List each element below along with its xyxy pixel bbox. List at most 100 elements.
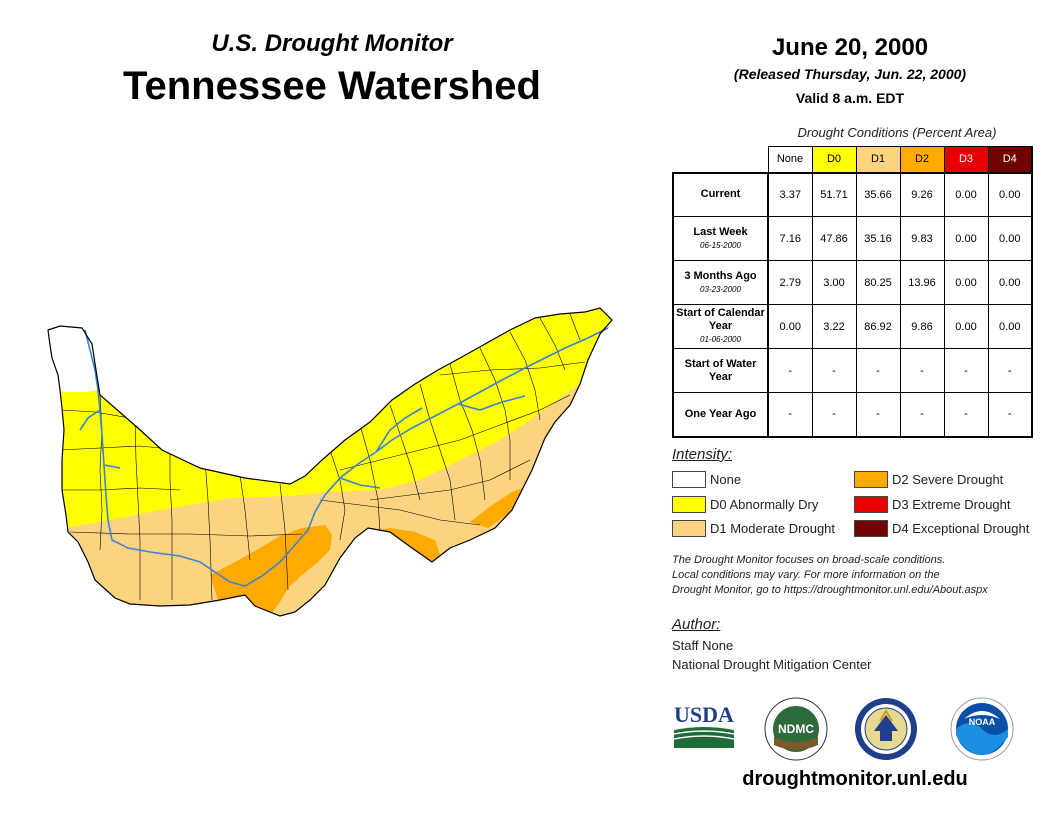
noaa-logo: NOAA [950,697,1014,761]
author-org: National Drought Mitigation Center [672,657,872,672]
table-cell: 3.37 [767,172,813,217]
legend-item-d3: D3 Extreme Drought [854,496,1044,514]
table-row: Start of Calendar Year 01-06-2000 0.00 3.22… [672,304,1033,349]
disclaimer-text: The Drought Monitor focuses on broad-sca… [672,553,1052,598]
row-date: 01-06-2000 [700,335,741,344]
legend-label: D0 Abnormally Dry [710,497,819,512]
legend-item-d0: D0 Abnormally Dry [672,496,842,514]
table-cell: - [811,348,857,393]
table-cell: 0.00 [987,260,1033,305]
table-caption: Drought Conditions (Percent Area) [797,125,997,140]
ndmc-logo: NDMC [764,697,828,761]
legend-label: D3 Extreme Drought [892,497,1011,512]
county-boundaries [59,313,586,601]
legend-swatch [854,520,888,537]
table-row: Last Week 06-15-2000 7.16 47.86 35.16 9.83 0.0… [672,216,1033,261]
row-label-text: Start of Calendar Year [676,307,765,332]
table-cell: - [811,392,857,438]
row-label: 3 Months Ago 03-23-2000 [672,260,769,305]
map-title: Tennessee Watershed [123,64,541,108]
table-cell: 3.22 [811,304,857,349]
table-cell: 9.83 [899,216,945,261]
legend-label: D1 Moderate Drought [710,521,836,536]
column-header: D2 [899,146,945,174]
table-cell: 47.86 [811,216,857,261]
disclaimer-line: The Drought Monitor focuses on broad-sca… [672,554,946,566]
table-cell: 0.00 [943,172,989,217]
table-cell: - [943,392,989,438]
row-label-text: Last Week [693,225,748,238]
table-row: Start of Water Year - - - - - - [672,348,1033,393]
table-cell: 0.00 [943,260,989,305]
table-cell: 0.00 [987,216,1033,261]
legend-swatch [854,471,888,488]
basin-outline [47,307,613,617]
table-cell: - [855,392,901,438]
legend-item-d4: D4 Exceptional Drought [854,520,1044,538]
row-label: Last Week 06-15-2000 [672,216,769,261]
table-cell: 35.66 [855,172,901,217]
commerce-logo [855,698,917,760]
usda-logo-text: USDA [674,702,734,727]
row-label-text: Start of Water Year [684,357,757,383]
table-cell: 80.25 [855,260,901,305]
watershed-map [47,307,613,617]
table-cell: 7.16 [767,216,813,261]
map-date: June 20, 2000 [771,34,929,61]
legend-swatch [672,471,706,488]
row-date: 06-15-2000 [700,240,741,250]
legend-swatch [854,496,888,513]
d2-region-east [470,486,528,528]
ndmc-logo-text: NDMC [778,722,814,736]
legend-label: D2 Severe Drought [892,472,1004,487]
legend-item-d2: D2 Severe Drought [854,471,1044,489]
legend-title: Intensity: [672,446,733,463]
row-label-text: One Year Ago [684,407,757,420]
table-row: One Year Ago - - - - - - [672,392,1033,438]
table-cell: 0.00 [767,304,813,349]
row-label-text: 3 Months Ago [684,269,757,282]
table-cell: - [899,392,945,438]
disclaimer-line: Drought Monitor, go to https://droughtmo… [672,584,988,596]
legend-item-d1: D1 Moderate Drought [672,520,842,538]
table-cell: 51.71 [811,172,857,217]
row-label: Start of Calendar Year 01-06-2000 [672,304,769,349]
column-header: D3 [943,146,989,174]
table-cell: 35.16 [855,216,901,261]
table-cell: 86.92 [855,304,901,349]
drought-stats-table: None D0 D1 D2 D3 D4 Current 3.37 51.71 35.6… [672,146,1033,438]
table-cell: 2.79 [767,260,813,305]
row-date: 03-23-2000 [700,284,741,294]
table-cell: 13.96 [899,260,945,305]
legend-item-none: None [672,471,842,489]
table-cell: - [767,348,813,393]
footer-url[interactable]: droughtmonitor.unl.edu [742,768,968,790]
table-cell: - [943,348,989,393]
table-cell: - [987,392,1033,438]
table-header-row: None D0 D1 D2 D3 D4 [673,146,1033,174]
disclaimer-line: Local conditions may vary. For more info… [672,569,940,581]
noaa-logo-text: NOAA [969,717,996,727]
table-cell: 9.86 [899,304,945,349]
table-cell: - [767,392,813,438]
valid-time: Valid 8 a.m. EDT [795,90,905,106]
row-label: One Year Ago [672,392,769,438]
table-cell: - [899,348,945,393]
table-cell: - [987,348,1033,393]
table-cell: 3.00 [811,260,857,305]
map-subtitle: U.S. Drought Monitor [211,30,453,57]
table-cell: 9.26 [899,172,945,217]
usda-logo: USDA [673,702,735,748]
table-cell: 0.00 [987,172,1033,217]
table-cell: 0.00 [943,216,989,261]
river-network [79,327,609,587]
table-cell: 0.00 [987,304,1033,349]
column-header: D1 [855,146,901,174]
author-title: Author: [672,616,721,633]
row-label: Start of Water Year [672,348,769,393]
table-corner [673,146,769,174]
column-header: D4 [987,146,1033,174]
column-header: None [767,146,813,174]
row-label: Current [672,172,769,217]
column-header: D0 [811,146,857,174]
